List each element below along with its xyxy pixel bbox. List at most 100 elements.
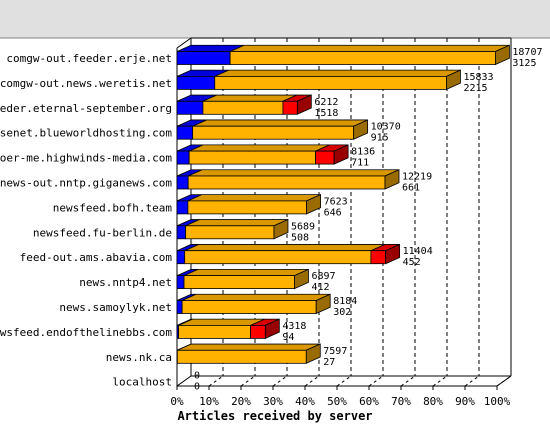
- category-label: news.nntp4.net: [79, 276, 172, 289]
- bar-row: [176, 94, 312, 115]
- grid-floor-line: [208, 375, 224, 387]
- bar-segment-refused: [176, 349, 307, 364]
- bar-total-label: 7623: [324, 196, 348, 207]
- category-label: feeder.eternal-september.org: [0, 102, 172, 115]
- grid-floor-line: [304, 375, 320, 387]
- x-tick-label: 30%: [263, 395, 283, 408]
- x-tick-label: 0%: [170, 395, 184, 408]
- bar-total-label: 18707: [512, 47, 542, 58]
- bar-total-label: 7597: [323, 346, 347, 357]
- bar-segment-top: [184, 244, 386, 252]
- bar-segment-accepted: [176, 51, 231, 65]
- bar-segment-refused: [184, 250, 372, 265]
- bar-segment-rejected: [282, 100, 298, 115]
- bar-total-label: 4318: [282, 321, 306, 332]
- bar-row: [176, 194, 322, 215]
- bar-segment-refused: [188, 150, 316, 165]
- grid-floor-line: [432, 375, 448, 387]
- bar-segment-side: [446, 69, 461, 91]
- bar-total-label: 6212: [314, 97, 338, 108]
- bar-segment-top: [202, 94, 298, 102]
- grid-floor-line: [240, 375, 256, 387]
- category-label: usenet.blueworldhosting.com: [0, 127, 172, 140]
- bar-segment-top: [192, 119, 368, 127]
- bar-segment-accepted: [176, 125, 194, 140]
- bar-segment-top: [185, 219, 289, 227]
- category-labels: comgw-out.feeder.erje.net comgw-out.news.…: [0, 52, 172, 389]
- grid-floor-line: [368, 375, 384, 387]
- category-label: comgw-out.feeder.erje.net: [6, 52, 172, 65]
- x-tick-label: 10%: [199, 395, 219, 408]
- bar-accepted-label: 3125: [512, 58, 536, 69]
- bar-segment-refused: [192, 125, 355, 140]
- bar-accepted-label: 661: [402, 183, 420, 194]
- bar-segment-top: [214, 69, 461, 77]
- bar-accepted-label: 0: [194, 382, 200, 393]
- x-tick-label: 50%: [327, 395, 347, 408]
- x-tick-label: 80%: [423, 395, 443, 408]
- bar-segment-top: [178, 318, 265, 326]
- bar-segment-side: [353, 119, 369, 140]
- legend-background: [0, 0, 550, 38]
- bar-total-label: 12219: [402, 172, 432, 183]
- bar-segment-top: [229, 44, 510, 52]
- bar-segment-accepted: [176, 175, 189, 190]
- bar-segment-top: [177, 343, 321, 351]
- bar-accepted-label: 412: [311, 282, 329, 293]
- bar-segment-side: [494, 44, 510, 66]
- category-label: news.samoylyk.net: [59, 301, 172, 314]
- category-label: voer-me.highwinds-media.com: [0, 152, 172, 165]
- bar-segment-refused: [202, 100, 284, 115]
- x-tick-label: 40%: [295, 395, 315, 408]
- bar-accepted-label: 711: [351, 158, 369, 169]
- bar-segment-top: [188, 169, 400, 177]
- bar-total-label: 10370: [371, 122, 401, 133]
- bar-segment-accepted: [176, 275, 185, 290]
- bar-segment-top: [183, 268, 309, 277]
- bar-total-label: 0: [194, 371, 200, 382]
- bar-row: [176, 218, 289, 240]
- bar-segment-rejected: [370, 250, 387, 265]
- bar-total-label: 5689: [291, 221, 315, 232]
- bar-segment-rejected: [315, 150, 335, 165]
- bar-segment-refused: [187, 175, 386, 190]
- bar-segment-side: [333, 144, 349, 165]
- bar-segment-side: [385, 243, 401, 265]
- bar-segment-side: [264, 318, 280, 340]
- grid-floor-line: [400, 375, 416, 387]
- bar-segment-top: [181, 293, 331, 301]
- bar-segment-refused: [181, 300, 317, 314]
- category-label: newsfeed.bofh.team: [53, 201, 173, 214]
- x-tick-label: 20%: [231, 395, 251, 408]
- category-label: localhost: [112, 376, 172, 389]
- bar-row: [176, 268, 309, 290]
- bar-accepted-label: 27: [323, 357, 335, 368]
- bar-segment-accepted: [176, 225, 187, 240]
- bottom-depth-edge: [176, 375, 192, 387]
- bar-row: [176, 119, 369, 140]
- grid: [208, 38, 512, 387]
- bar-segment-side: [315, 293, 331, 315]
- bar-accepted-label: 302: [333, 307, 351, 318]
- bar-segment-accepted: [176, 300, 183, 314]
- bar-accepted-label: 508: [291, 232, 309, 243]
- x-tick-label: 70%: [391, 395, 411, 408]
- bar-segment-accepted: [176, 200, 189, 215]
- grid-floor-line: [336, 375, 352, 387]
- bar-row: [176, 44, 510, 66]
- bar-segment-refused: [229, 51, 496, 65]
- bar-segment-refused: [214, 76, 447, 90]
- bar-segment-side: [384, 169, 400, 190]
- bar-accepted-label: 94: [282, 332, 294, 343]
- bar-segment-refused: [185, 225, 275, 240]
- bar-accepted-label: 915: [371, 133, 389, 144]
- bar-segment-accepted: [176, 250, 186, 265]
- x-axis-label: Articles received by server: [177, 409, 372, 423]
- bar-accepted-label: 1518: [314, 108, 338, 119]
- bars: [176, 44, 510, 364]
- bar-row: [176, 69, 461, 91]
- bar-row: [176, 343, 321, 364]
